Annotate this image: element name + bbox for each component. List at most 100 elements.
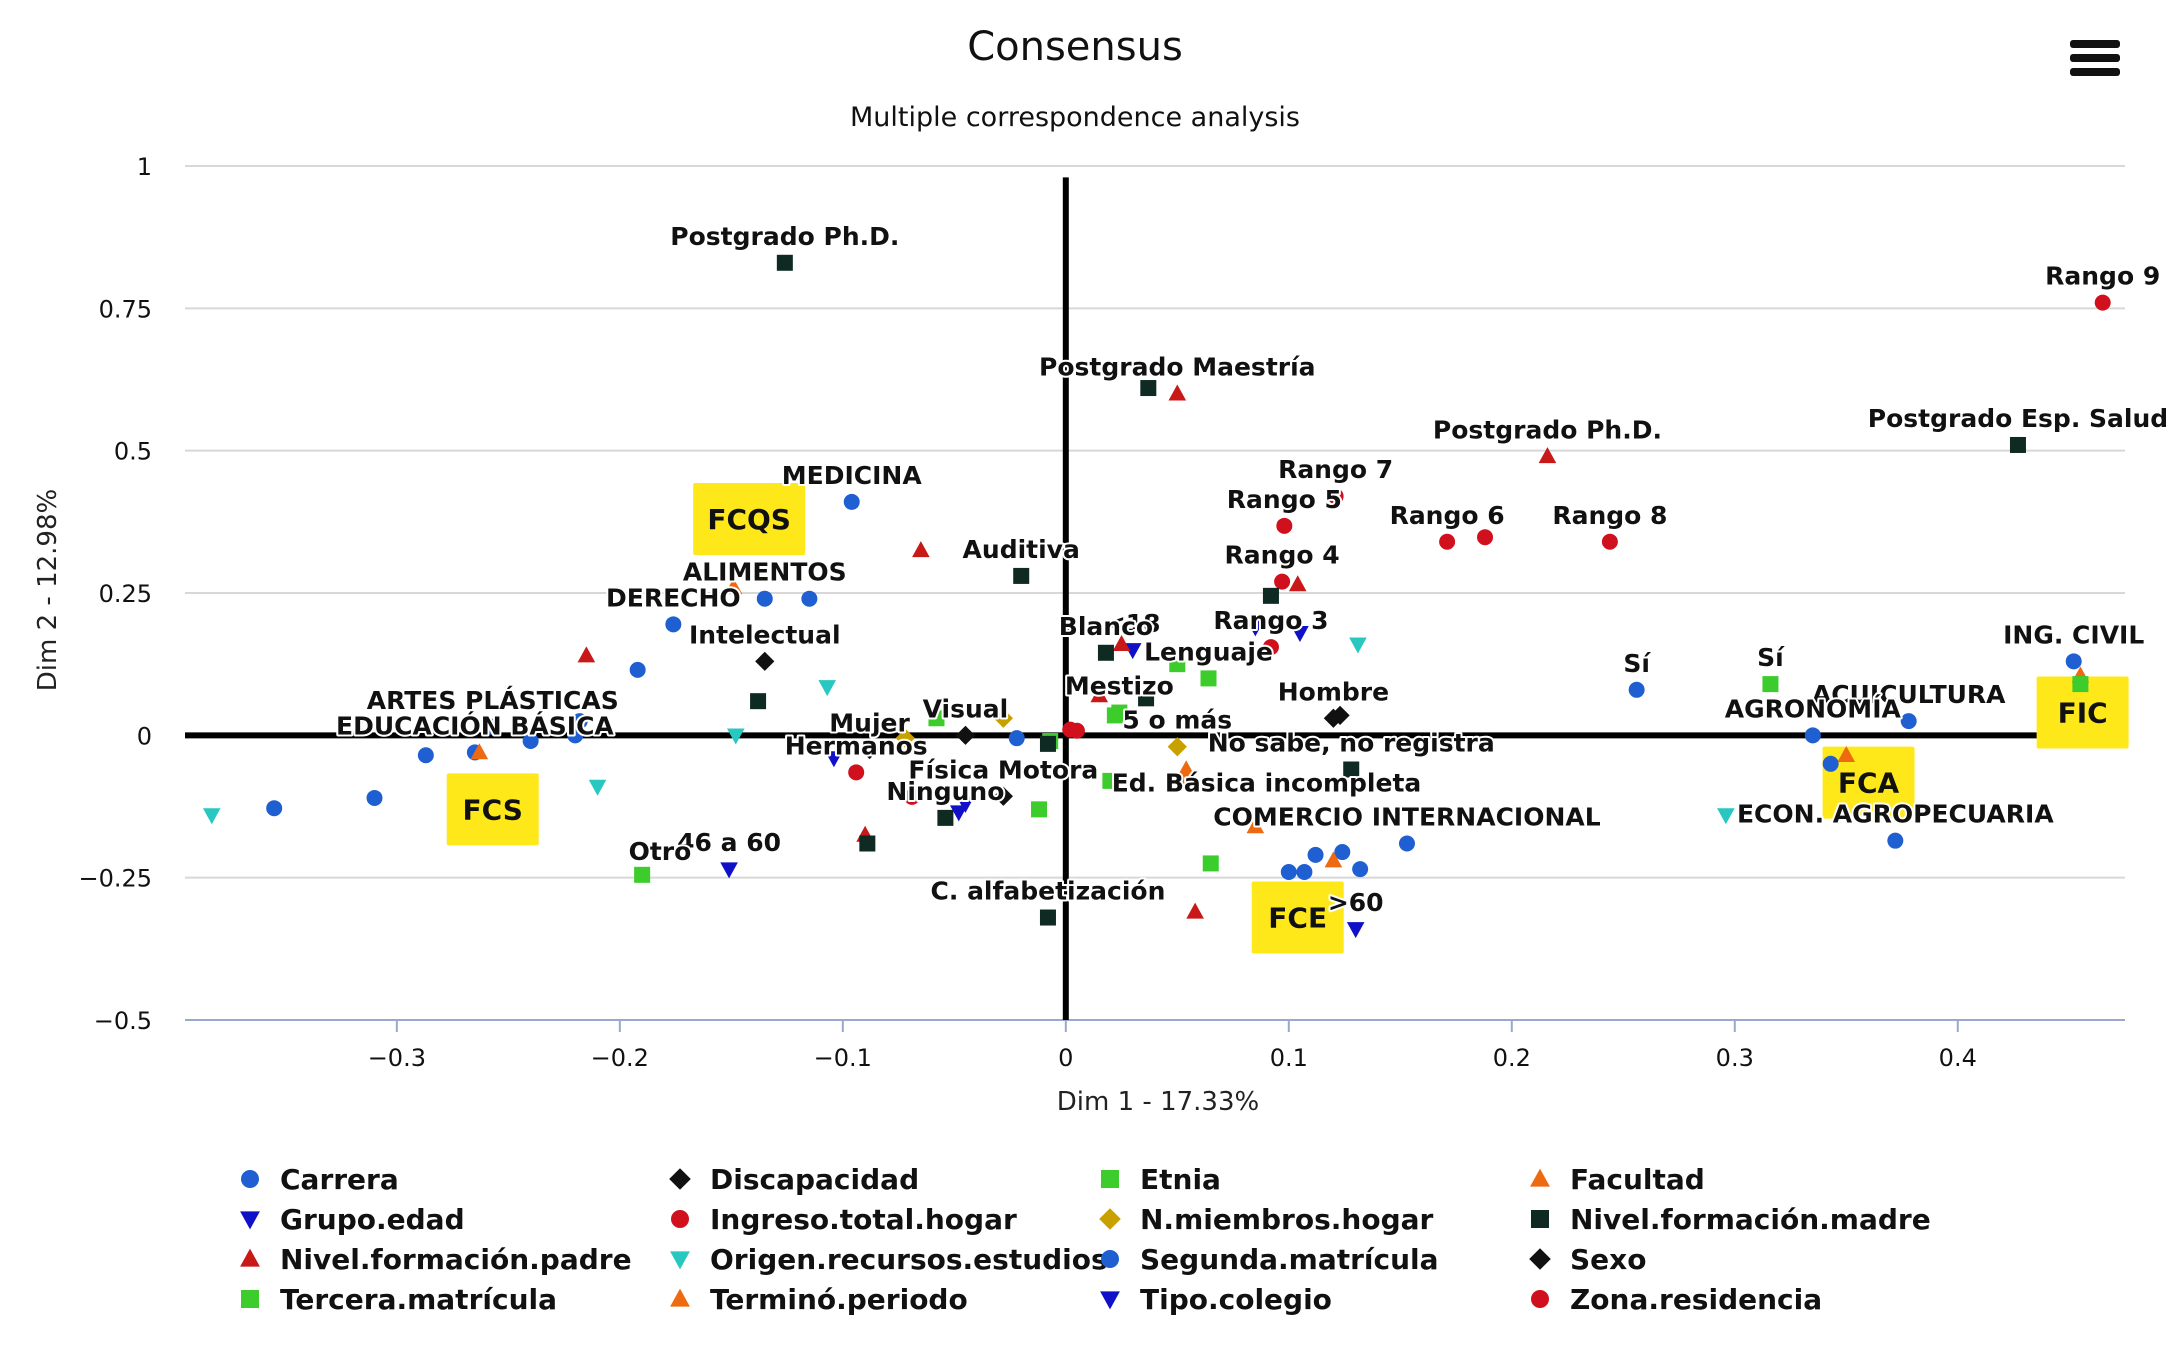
legend-symbol[interactable]	[240, 1248, 260, 1267]
point-segunda-matricula[interactable]	[1008, 730, 1025, 747]
legend-symbol[interactable]	[240, 1211, 260, 1230]
legend-symbol[interactable]	[1100, 1291, 1120, 1310]
point-nivel-formacion-madre[interactable]	[1138, 690, 1155, 707]
point-nivel-formacion-madre[interactable]	[1140, 380, 1157, 397]
legend-symbol[interactable]	[669, 1168, 691, 1190]
point-tipo-colegio[interactable]	[1291, 626, 1309, 643]
point-ingreso-total-hogar[interactable]	[1274, 573, 1291, 590]
legend-symbol[interactable]	[1531, 1210, 1549, 1228]
point-nivel-formacion-padre[interactable]	[912, 541, 930, 558]
point-tercera-matricula[interactable]	[1031, 801, 1048, 818]
point-ingreso-total-hogar[interactable]	[1439, 533, 1456, 550]
legend-item-zona-residencia[interactable]: Zona.residencia	[1531, 1283, 1822, 1316]
legend-item-origen-recursos-estudios[interactable]: Origen.recursos.estudios	[670, 1243, 1108, 1276]
point-termino-periodo[interactable]	[1177, 760, 1196, 777]
point-grupo-edad[interactable]	[1123, 643, 1142, 660]
point-carrera[interactable]	[1628, 681, 1645, 698]
point-segunda-matricula[interactable]	[417, 747, 434, 764]
point-tercera-matricula[interactable]	[1202, 855, 1219, 872]
point-nivel-formacion-madre[interactable]	[1262, 587, 1279, 604]
point-nivel-formacion-madre[interactable]	[2009, 436, 2026, 453]
point-ingreso-total-hogar[interactable]	[1327, 488, 1344, 505]
legend-item-segunda-matricula[interactable]: Segunda.matrícula	[1101, 1243, 1439, 1276]
point-segunda-matricula[interactable]	[1822, 755, 1839, 772]
legend-item-n-miembros-hogar[interactable]: N.miembros.hogar	[1099, 1203, 1434, 1236]
legend-item-facultad[interactable]: Facultad	[1530, 1163, 1705, 1196]
point-n-miembros-hogar[interactable]	[993, 708, 1013, 728]
legend-item-tipo-colegio[interactable]: Tipo.colegio	[1100, 1283, 1332, 1316]
legend-symbol[interactable]	[1099, 1208, 1121, 1230]
point-nivel-formacion-madre[interactable]	[1039, 909, 1056, 926]
point-tercera-matricula[interactable]	[1169, 656, 1186, 673]
point-carrera[interactable]	[665, 616, 682, 633]
point-carrera[interactable]	[1398, 835, 1415, 852]
point-nivel-formacion-padre[interactable]	[1186, 902, 1204, 919]
point-carrera[interactable]	[1280, 863, 1297, 880]
point-termino-periodo[interactable]	[1837, 746, 1856, 763]
point-carrera[interactable]	[484, 718, 501, 735]
point-zona-residencia[interactable]	[1062, 721, 1079, 738]
point-tercera-matricula[interactable]	[1762, 676, 1779, 693]
point-grupo-edad[interactable]	[720, 862, 738, 879]
point-carrera[interactable]	[1887, 832, 1904, 849]
point-origen-recursos-estudios[interactable]	[1349, 637, 1367, 654]
point-tercera-matricula[interactable]	[1102, 772, 1119, 789]
legend-item-termino-periodo[interactable]: Terminó.periodo	[670, 1283, 968, 1316]
point-carrera[interactable]	[629, 661, 646, 678]
point-carrera[interactable]	[567, 727, 584, 744]
point-etnia[interactable]	[1200, 670, 1217, 687]
point-carrera[interactable]	[1334, 844, 1351, 861]
point-origen-recursos-estudios[interactable]	[1717, 808, 1735, 825]
point-n-miembros-hogar[interactable]	[895, 728, 915, 748]
legend-symbol[interactable]	[1529, 1248, 1551, 1270]
legend-item-nivel-formacion-madre[interactable]: Nivel.formación.madre	[1531, 1203, 1931, 1236]
point-tipo-colegio[interactable]	[1246, 620, 1265, 637]
point-grupo-edad[interactable]	[956, 796, 975, 813]
point-nivel-formacion-madre[interactable]	[1013, 567, 1030, 584]
point-carrera[interactable]	[366, 789, 383, 806]
legend-symbol[interactable]	[1531, 1290, 1549, 1308]
point-etnia[interactable]	[2072, 676, 2089, 693]
point-termino-periodo[interactable]	[1324, 851, 1343, 868]
point-tercera-matricula[interactable]	[634, 866, 651, 883]
point-nivel-formacion-madre[interactable]	[1343, 761, 1360, 778]
point-nivel-formacion-padre[interactable]	[1538, 447, 1557, 464]
point-facultad[interactable]	[1246, 817, 1265, 834]
legend-symbol[interactable]	[241, 1290, 259, 1308]
point-segunda-matricula[interactable]	[1296, 863, 1313, 880]
point-origen-recursos-estudios[interactable]	[726, 728, 745, 745]
legend-symbol[interactable]	[1101, 1170, 1119, 1188]
legend-item-discapacidad[interactable]: Discapacidad	[669, 1163, 919, 1196]
legend-item-sexo[interactable]: Sexo	[1529, 1243, 1646, 1276]
point-nivel-formacion-madre[interactable]	[776, 254, 793, 271]
point-discapacidad[interactable]	[993, 786, 1013, 806]
point-carrera[interactable]	[756, 590, 773, 607]
point-nivel-formacion-padre[interactable]	[1112, 635, 1131, 652]
point-segunda-matricula[interactable]	[571, 713, 588, 730]
point-carrera[interactable]	[266, 800, 283, 817]
legend-symbol[interactable]	[1101, 1250, 1119, 1268]
point-carrera[interactable]	[2065, 653, 2082, 670]
point-carrera[interactable]	[843, 493, 860, 510]
point-ingreso-total-hogar[interactable]	[1262, 639, 1279, 656]
point-ingreso-total-hogar[interactable]	[2094, 294, 2111, 311]
point-termino-periodo[interactable]	[470, 743, 489, 760]
legend-item-ingreso-total-hogar[interactable]: Ingreso.total.hogar	[671, 1203, 1017, 1236]
point-ingreso-total-hogar[interactable]	[903, 788, 920, 805]
legend-item-tercera-matricula[interactable]: Tercera.matrícula	[241, 1283, 557, 1316]
point-grupo-edad[interactable]	[825, 751, 843, 768]
point-nivel-formacion-madre[interactable]	[859, 835, 876, 852]
point-sexo[interactable]	[1323, 708, 1343, 728]
point-carrera[interactable]	[801, 590, 818, 607]
legend-symbol[interactable]	[670, 1288, 690, 1307]
legend-symbol[interactable]	[671, 1210, 689, 1228]
point-nivel-formacion-padre[interactable]	[577, 646, 596, 663]
point-nivel-formacion-madre[interactable]	[937, 809, 954, 826]
point-termino-periodo[interactable]	[724, 578, 743, 595]
hamburger-menu-icon[interactable]	[2060, 36, 2130, 86]
point-nivel-formacion-padre[interactable]	[1288, 575, 1307, 592]
point-etnia[interactable]	[1111, 704, 1128, 721]
point-n-miembros-hogar[interactable]	[1167, 737, 1187, 757]
point-nivel-formacion-madre[interactable]	[1097, 644, 1114, 661]
point-ingreso-total-hogar[interactable]	[1601, 533, 1618, 550]
